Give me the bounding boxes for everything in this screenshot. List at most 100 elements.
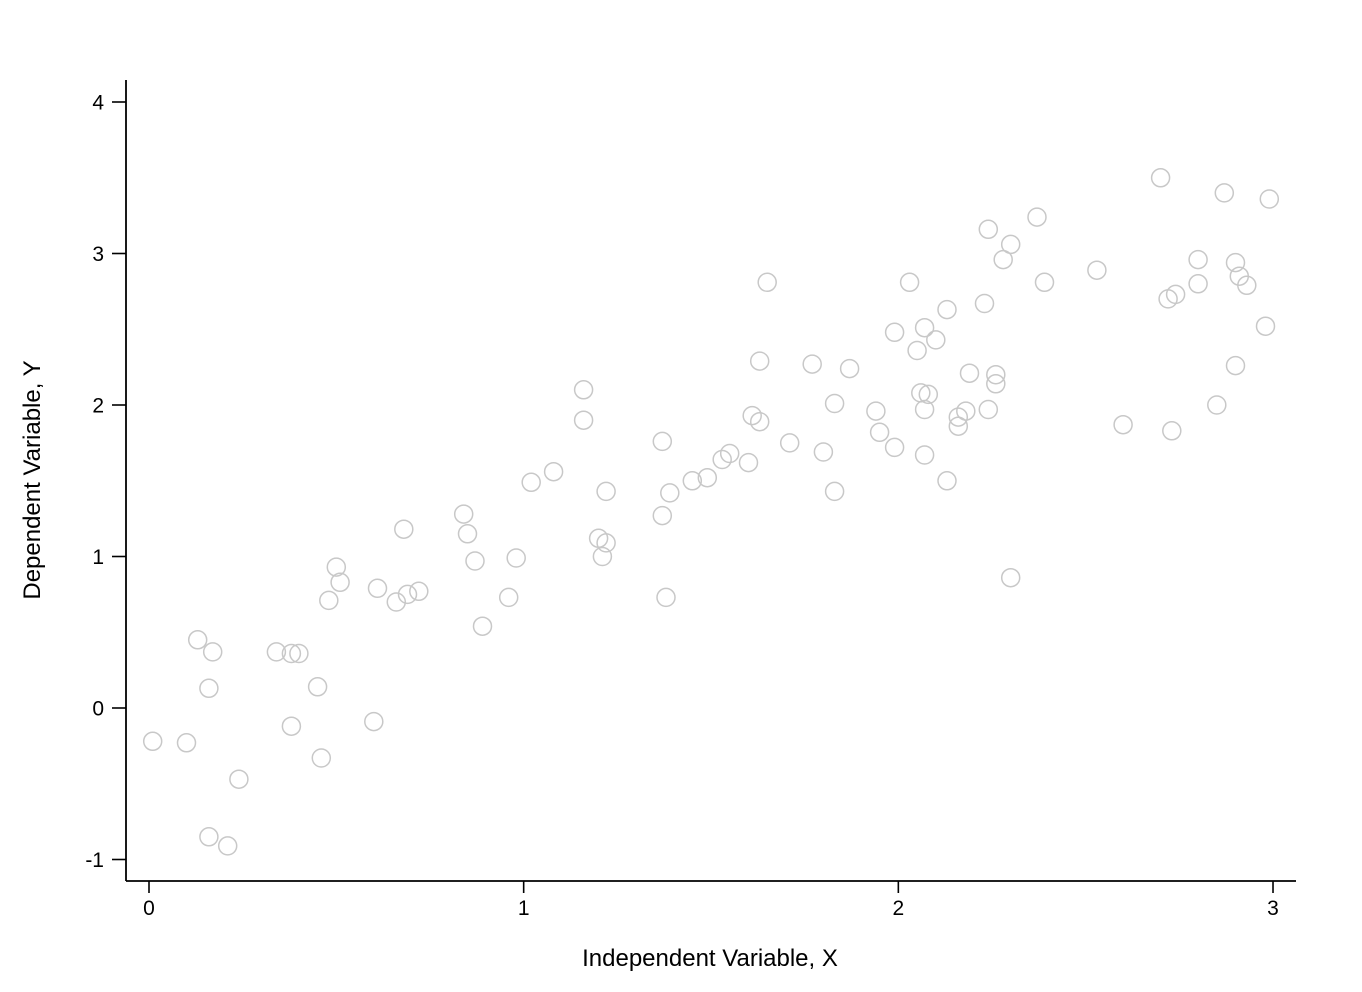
scatter-point [281,716,302,736]
scatter-point [202,642,223,662]
scatter-point [176,733,197,753]
scatter-point [884,322,905,343]
scatter-point [394,519,414,539]
scatter-point [779,433,800,453]
scatter-point [1034,272,1055,293]
scatter-point [749,351,770,371]
scatter-point [986,364,1006,385]
scatter-point [326,557,347,577]
scatter-point [472,616,493,636]
scatter-point [749,411,770,432]
scatter-point [652,431,673,452]
scatter-point [543,461,564,482]
scatter-point [682,471,703,491]
scatter-point [899,272,920,293]
scatter-point [1000,234,1021,255]
scatter-point [453,504,474,524]
scatter-point [656,587,676,608]
scatter-point [596,481,616,502]
scatter-point [948,407,969,427]
points-layer [142,168,1280,856]
x-tick-label: 3 [1267,897,1279,920]
scatter-point [1027,207,1047,227]
scatter-point [712,449,732,470]
scatter-point [506,548,526,568]
scatter-point [217,836,238,856]
x-tick-label: 2 [892,897,904,920]
scatter-point [187,630,208,650]
scatter-point [364,711,384,732]
y-tick-label: 4 [92,91,104,114]
y-tick-label: 0 [92,697,104,720]
scatter-point [978,219,999,240]
scatter-point [142,731,163,752]
scatter-point [1188,274,1208,294]
scatter-point [1000,567,1021,588]
scatter-point [757,272,777,293]
scatter-point [697,467,718,488]
scatter-point [978,399,999,420]
scatter-point [311,748,332,768]
scatter-point [465,551,485,571]
scatter-point [986,374,1006,394]
scatter-point [869,422,890,443]
scatter-point [1214,183,1235,203]
scatter-point [1255,316,1276,336]
scatter-point [1225,355,1246,376]
scatter-point [1150,168,1171,188]
scatter-point [521,472,541,493]
scatter-point [884,437,905,458]
scatter-point [959,363,980,383]
scatter-point [281,643,302,664]
scatter-point [926,330,946,350]
y-tick-label: 3 [92,243,104,266]
scatter-point [660,483,680,503]
scatter-point [918,384,939,405]
scatter-point [386,592,407,612]
scatter-point [1225,252,1246,273]
y-tick-label: 1 [92,546,104,569]
scatter-point [1165,284,1186,305]
scatter-point [948,416,969,436]
y-axis-title: Dependent Variable, Y [19,360,46,599]
scatter-point [1087,260,1107,280]
scatter-point [813,442,834,462]
scatter-point [652,505,673,526]
scatter-point [596,533,616,553]
scatter-point [742,405,762,426]
scatter-point [974,293,995,314]
scatter-point [1237,275,1257,296]
scatter-point [1162,421,1182,441]
x-tick-label: 1 [518,897,530,920]
scatter-point [802,354,822,374]
scatter-point [914,317,935,338]
scatter-point [319,590,339,611]
scatter-point [824,393,845,414]
scatter-point [498,587,519,608]
scatter-point [266,642,287,662]
scatter-point [937,299,957,320]
scatter-point [914,399,935,420]
scatter-point [592,546,613,567]
scatter-point [937,471,957,491]
scatter-point [229,769,249,789]
scatter-point [199,827,219,847]
scatter-point [289,643,309,664]
y-ticks-layer: -1 0 1 2 3 4 [85,91,126,872]
scatter-point [457,524,478,544]
scatter-point [409,581,429,602]
scatter-point [367,578,388,599]
scatter-point [839,358,860,379]
x-axis-title: Independent Variable, X [582,945,838,972]
scatter-point [573,380,594,400]
y-tick-label: 2 [92,394,104,417]
scatter-point [738,452,759,473]
scatter-point [1259,189,1280,209]
scatter-point [397,584,418,605]
y-tick-label: -1 [85,849,104,872]
scatter-point [573,410,594,430]
scatter-point [907,340,927,361]
x-ticks-layer: 0 1 2 3 [143,881,1279,920]
